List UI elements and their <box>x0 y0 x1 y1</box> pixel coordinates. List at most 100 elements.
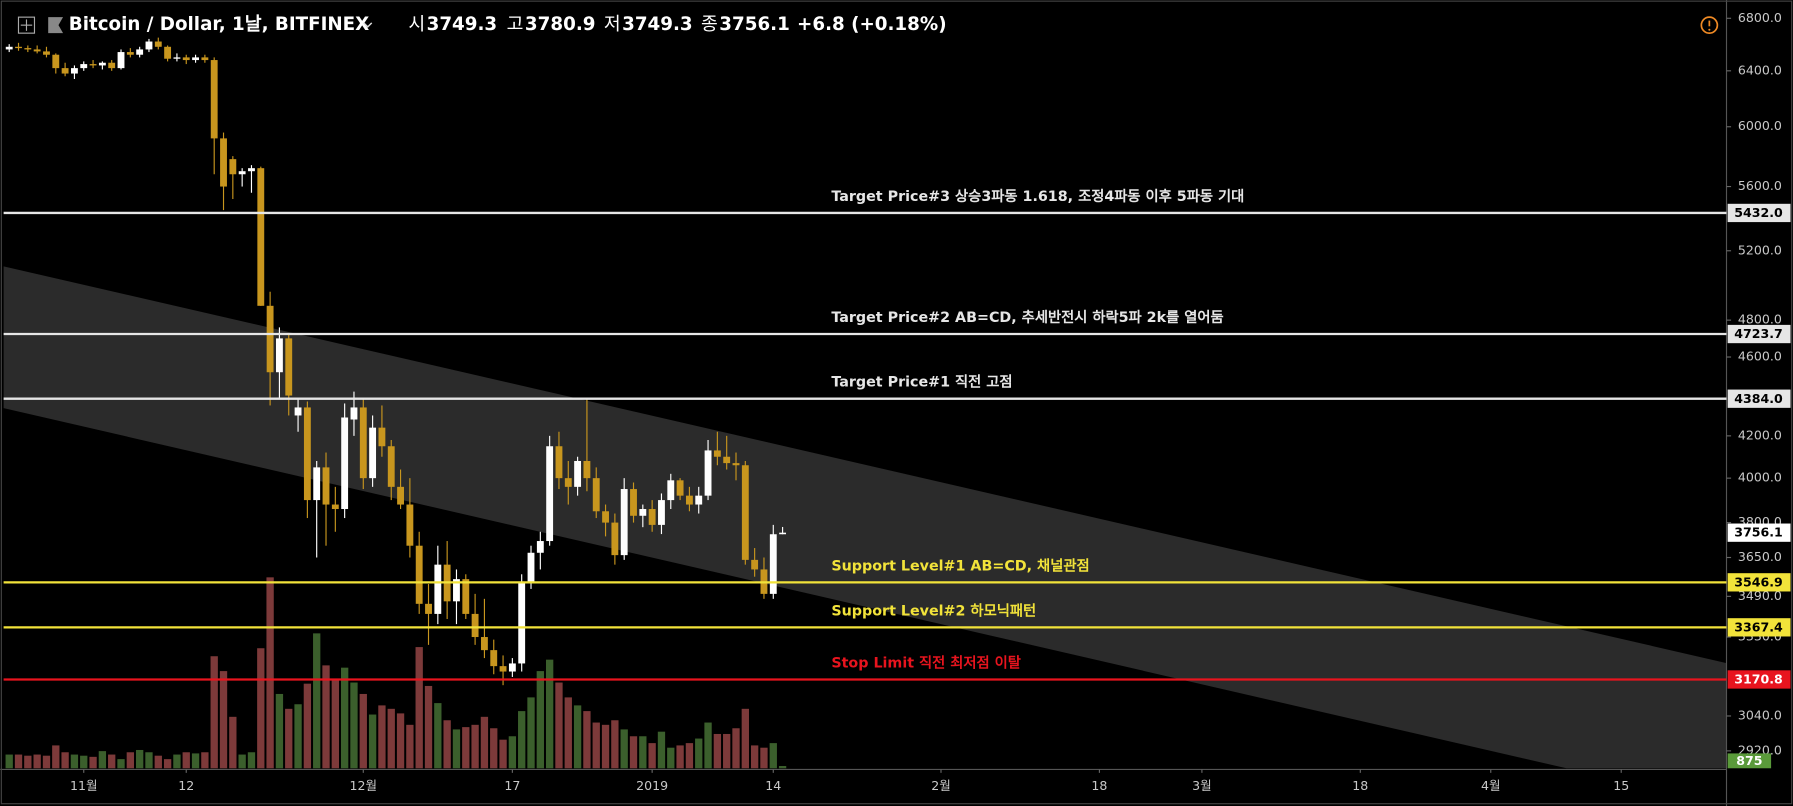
candle-body <box>378 427 386 447</box>
price-tag-label: 3367.4 <box>1734 619 1783 634</box>
volume-bar <box>173 754 181 769</box>
volume-bar <box>536 671 544 769</box>
volume-bar <box>266 577 274 769</box>
volume-bar <box>126 752 134 769</box>
volume-bar <box>322 665 330 769</box>
volume-bar <box>490 728 498 769</box>
symbol-title[interactable]: Bitcoin / Dollar, 1날, BITFINEX <box>69 14 370 35</box>
volume-bar <box>191 753 200 769</box>
y-tick-label: 6400.0 <box>1738 62 1782 77</box>
volume-bar <box>61 752 69 769</box>
price-line-note: Target Price#2 AB=CD, 추세반전시 하락5파 2k를 열어둠 <box>831 308 1223 326</box>
candle-body <box>220 138 227 187</box>
volume-bar <box>452 729 461 769</box>
x-tick-label: 2월 <box>931 778 951 793</box>
x-tick-label: 18 <box>1091 778 1107 793</box>
candle-body <box>583 460 591 479</box>
candle-body <box>294 407 302 416</box>
volume-bar <box>80 755 88 769</box>
volume-bar <box>620 729 628 769</box>
candle-body <box>639 509 647 516</box>
price-line-note: Target Price#1 직전 고점 <box>831 373 1012 391</box>
price-tag <box>1727 618 1791 637</box>
price-line-note: Stop Limit 직전 최저점 이탈 <box>831 653 1021 671</box>
candle-body <box>704 450 712 496</box>
x-tick-label: 17 <box>504 778 520 793</box>
volume-bar <box>24 755 32 769</box>
volume-bar <box>98 751 107 769</box>
candle-body <box>266 305 274 373</box>
volume-bar <box>685 743 694 769</box>
volume-bar <box>52 745 60 769</box>
high-label: 고 <box>507 14 524 35</box>
volume-bar <box>359 693 367 769</box>
volume-bar <box>723 733 731 769</box>
last-volume-label: 875 <box>1736 753 1762 768</box>
candle-body <box>257 168 265 306</box>
candle-body <box>630 489 637 516</box>
volume-bar <box>573 705 582 769</box>
symbol-flag <box>48 17 64 34</box>
volume-bar <box>70 754 79 769</box>
y-tick-label: 6800.0 <box>1738 10 1782 25</box>
candle-body <box>490 650 498 667</box>
volume-bar <box>275 693 284 769</box>
candle-body <box>546 446 554 542</box>
price-tag-label: 5432.0 <box>1734 205 1783 220</box>
candle-body <box>210 60 218 139</box>
volume-bar <box>210 656 218 769</box>
candle-body <box>145 41 153 50</box>
candle-body <box>5 46 13 50</box>
layout-icon[interactable] <box>17 16 36 34</box>
volume-bar <box>154 755 162 769</box>
last-price-label: 3756.1 <box>1734 525 1782 540</box>
volume-bar <box>396 713 405 769</box>
change-value: +6.8 (+0.18%) <box>797 14 947 35</box>
candle-body <box>695 495 703 505</box>
candle-body <box>201 57 209 61</box>
volume-bar <box>648 743 656 769</box>
volume-bar <box>704 722 712 769</box>
volume-bar <box>462 727 470 769</box>
candle-body <box>415 545 423 604</box>
candle-body <box>723 456 731 464</box>
candle-body <box>117 52 125 69</box>
candle-body <box>80 64 88 69</box>
volume-bar <box>378 705 386 769</box>
candle-body <box>369 427 377 479</box>
candle-body <box>387 446 395 487</box>
candle-body <box>620 489 628 556</box>
dropdown-caret[interactable] <box>363 22 373 28</box>
candle-body <box>285 338 293 396</box>
candle-body <box>126 52 134 55</box>
price-line-note: Target Price#3 상승3파동 1.618, 조정4파동 이후 5파동… <box>831 187 1244 205</box>
volume-bar <box>657 731 666 769</box>
volume-bar <box>257 648 265 769</box>
volume-bar <box>713 733 722 769</box>
x-tick-label: 12월 <box>350 778 378 793</box>
volume-bar <box>219 671 228 769</box>
candle-body <box>462 579 470 614</box>
volume-bar <box>769 743 777 769</box>
plot-area <box>3 37 1727 769</box>
volume-bar <box>555 682 563 769</box>
volume-bar <box>499 739 507 769</box>
candle-body <box>732 463 740 466</box>
warning-icon-dot <box>1708 28 1711 31</box>
volume-bar <box>667 747 675 769</box>
last-volume-tag <box>1727 753 1772 769</box>
volume-bar <box>294 704 302 769</box>
candle-body <box>192 57 199 61</box>
x-tick-label: 14 <box>765 778 781 793</box>
low-value: 3749.3 <box>622 14 693 35</box>
volume-bar <box>368 714 377 769</box>
high-value: 3780.9 <box>525 14 596 35</box>
warning-icon[interactable] <box>1700 16 1719 35</box>
candle-body <box>322 467 330 505</box>
volume-bar <box>5 754 13 769</box>
candle-body <box>182 57 190 61</box>
volume-bar <box>406 724 414 769</box>
volume-bar <box>527 697 535 769</box>
candle-body <box>499 666 507 672</box>
